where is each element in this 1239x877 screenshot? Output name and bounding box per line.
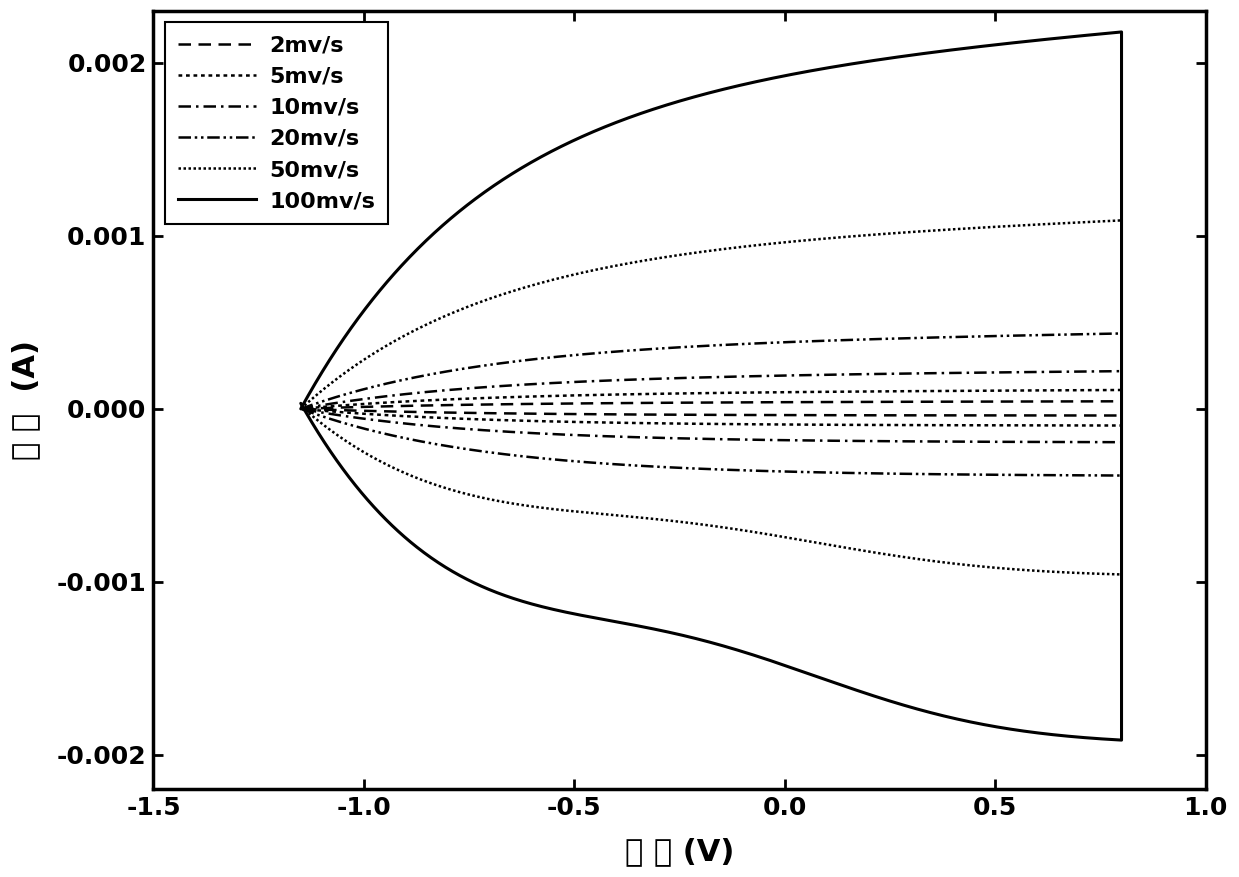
2mv/s [1114, 410, 1129, 421]
10mv/s [294, 403, 309, 414]
5mv/s [294, 403, 309, 414]
20mv/s [294, 403, 309, 414]
20mv/s [1114, 470, 1129, 481]
2mv/s [1036, 396, 1051, 407]
50mv/s [294, 401, 309, 411]
20mv/s [802, 467, 817, 477]
50mv/s [396, 467, 411, 478]
100mv/s [1114, 735, 1129, 745]
Line: 20mv/s: 20mv/s [301, 333, 1121, 475]
Y-axis label: 电 流  (A): 电 流 (A) [11, 340, 40, 460]
20mv/s [325, 393, 339, 403]
X-axis label: 电 压 (V): 电 压 (V) [624, 837, 735, 866]
5mv/s [1094, 420, 1109, 431]
20mv/s [1036, 330, 1051, 340]
100mv/s [1036, 34, 1051, 45]
10mv/s [587, 376, 602, 387]
2mv/s [396, 407, 411, 417]
100mv/s [587, 126, 602, 137]
50mv/s [802, 536, 817, 546]
50mv/s [1094, 568, 1109, 579]
5mv/s [294, 403, 309, 414]
Line: 10mv/s: 10mv/s [301, 371, 1121, 442]
20mv/s [396, 433, 411, 444]
Line: 50mv/s: 50mv/s [301, 220, 1121, 574]
10mv/s [1094, 437, 1109, 447]
2mv/s [294, 403, 309, 414]
Line: 2mv/s: 2mv/s [301, 402, 1121, 416]
5mv/s [802, 419, 817, 430]
10mv/s [396, 418, 411, 429]
Legend: 2mv/s, 5mv/s, 10mv/s, 20mv/s, 50mv/s, 100mv/s: 2mv/s, 5mv/s, 10mv/s, 20mv/s, 50mv/s, 10… [165, 22, 388, 225]
20mv/s [1114, 328, 1129, 339]
20mv/s [1094, 470, 1109, 481]
100mv/s [294, 398, 309, 409]
100mv/s [396, 531, 411, 542]
100mv/s [1114, 26, 1129, 37]
5mv/s [1114, 385, 1129, 396]
10mv/s [802, 435, 817, 446]
100mv/s [325, 352, 339, 362]
50mv/s [1036, 219, 1051, 230]
10mv/s [1114, 437, 1129, 447]
5mv/s [396, 411, 411, 422]
50mv/s [1114, 569, 1129, 580]
2mv/s [294, 403, 309, 414]
2mv/s [325, 403, 339, 413]
100mv/s [294, 403, 309, 414]
5mv/s [1036, 385, 1051, 396]
10mv/s [1036, 367, 1051, 377]
5mv/s [1114, 420, 1129, 431]
50mv/s [294, 403, 309, 414]
Line: 100mv/s: 100mv/s [301, 32, 1121, 740]
20mv/s [294, 403, 309, 414]
10mv/s [1114, 366, 1129, 376]
100mv/s [1094, 733, 1109, 744]
2mv/s [1114, 396, 1129, 407]
2mv/s [587, 398, 602, 409]
5mv/s [587, 389, 602, 400]
2mv/s [802, 410, 817, 420]
20mv/s [587, 348, 602, 359]
100mv/s [802, 668, 817, 679]
50mv/s [325, 378, 339, 389]
10mv/s [294, 403, 309, 414]
5mv/s [325, 401, 339, 411]
50mv/s [587, 265, 602, 275]
10mv/s [325, 398, 339, 409]
Line: 5mv/s: 5mv/s [301, 390, 1121, 425]
2mv/s [1094, 410, 1109, 421]
50mv/s [1114, 215, 1129, 225]
